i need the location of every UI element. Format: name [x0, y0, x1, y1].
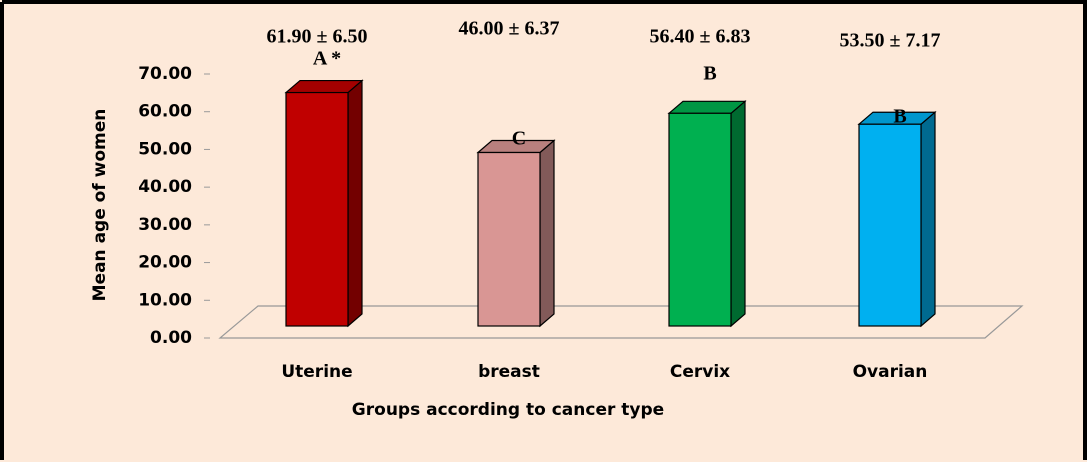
bar-side	[920, 110, 936, 328]
y-axis-title: Mean age of women	[90, 109, 110, 302]
annotation: C	[512, 128, 526, 150]
value-label: 61.90 ± 6.50	[267, 26, 368, 48]
annotation: B	[703, 63, 716, 85]
y-tick-label: 0.00	[150, 328, 192, 348]
floor	[218, 305, 1024, 339]
x-tick-label: Cervix	[670, 362, 730, 382]
bar	[858, 123, 922, 327]
bar-side	[730, 99, 746, 328]
bar-top	[284, 79, 364, 94]
bar	[285, 91, 349, 327]
x-tick-label: breast	[478, 362, 540, 382]
y-tick-label: 30.00	[138, 215, 192, 235]
y-tick-label: 70.00	[138, 64, 192, 84]
x-tick-label: Ovarian	[853, 362, 928, 382]
value-label: 56.40 ± 6.83	[650, 26, 751, 48]
bar-side	[539, 139, 555, 328]
y-tick-label: 50.00	[138, 139, 192, 159]
value-label: 53.50 ± 7.17	[840, 30, 941, 52]
bar-top	[667, 100, 747, 114]
bar-side	[347, 79, 363, 328]
value-label: 46.00 ± 6.37	[459, 18, 560, 40]
bar	[668, 112, 732, 327]
y-tick-label: 40.00	[138, 177, 192, 197]
annotation: A *	[313, 48, 341, 70]
bar	[477, 151, 541, 327]
y-tick-label: 10.00	[138, 290, 192, 310]
y-tick-label: 20.00	[138, 253, 192, 273]
y-tick-label: 60.00	[138, 102, 192, 122]
x-tick-label: Uterine	[281, 362, 352, 382]
x-axis-title: Groups according to cancer type	[352, 400, 664, 420]
annotation: B	[893, 106, 906, 128]
